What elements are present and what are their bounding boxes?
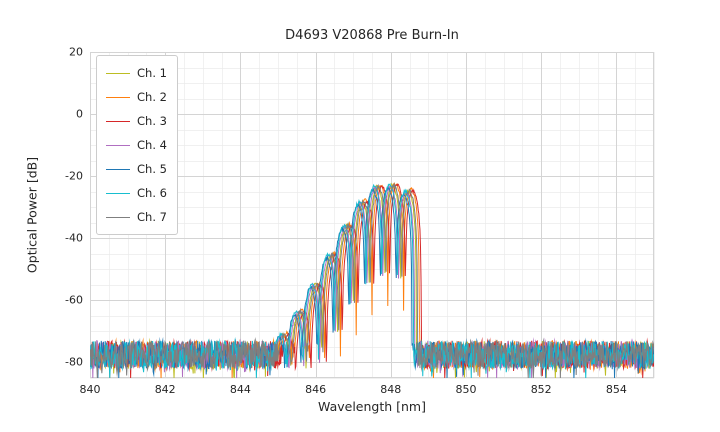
legend-item: Ch. 5 <box>106 157 167 181</box>
legend-label: Ch. 5 <box>137 162 167 176</box>
legend: Ch. 1 Ch. 2 Ch. 3 Ch. 4 Ch. 5 Ch. 6 Ch. 7 <box>96 55 178 235</box>
x-axis-label: Wavelength [nm] <box>318 399 426 414</box>
legend-line-swatch <box>106 72 130 74</box>
x-tick-label: 842 <box>154 383 176 396</box>
y-tick-label: -80 <box>65 355 83 369</box>
y-tick-label: -60 <box>65 293 83 307</box>
legend-line-swatch <box>106 144 130 146</box>
legend-label: Ch. 7 <box>137 210 167 224</box>
legend-line-swatch <box>106 96 130 98</box>
y-tick-label: -40 <box>65 231 83 245</box>
y-tick-label: 0 <box>76 107 83 121</box>
chart-title: D4693 V20868 Pre Burn-In <box>285 28 459 43</box>
x-tick-label: 854 <box>605 383 627 396</box>
legend-label: Ch. 4 <box>137 138 167 152</box>
legend-label: Ch. 2 <box>137 90 167 104</box>
legend-label: Ch. 3 <box>137 114 167 128</box>
legend-item: Ch. 6 <box>106 181 167 205</box>
legend-line-swatch <box>106 168 130 170</box>
legend-label: Ch. 6 <box>137 186 167 200</box>
legend-item: Ch. 4 <box>106 133 167 157</box>
legend-line-swatch <box>106 192 130 194</box>
legend-item: Ch. 2 <box>106 85 167 109</box>
x-tick-label: 848 <box>380 383 402 396</box>
y-tick-label: -20 <box>65 169 83 183</box>
x-tick-label: 850 <box>455 383 477 396</box>
legend-label: Ch. 1 <box>137 66 167 80</box>
x-tick-label: 846 <box>305 383 327 396</box>
legend-line-swatch <box>106 216 130 218</box>
legend-item: Ch. 3 <box>106 109 167 133</box>
y-axis-label: Optical Power [dB] <box>24 156 40 274</box>
legend-item: Ch. 1 <box>106 61 167 85</box>
legend-item: Ch. 7 <box>106 205 167 229</box>
x-tick-label: 840 <box>79 383 101 396</box>
legend-line-swatch <box>106 120 130 122</box>
y-tick-label: 20 <box>69 45 83 59</box>
x-tick-label: 852 <box>530 383 552 396</box>
x-tick-label: 844 <box>229 383 251 396</box>
